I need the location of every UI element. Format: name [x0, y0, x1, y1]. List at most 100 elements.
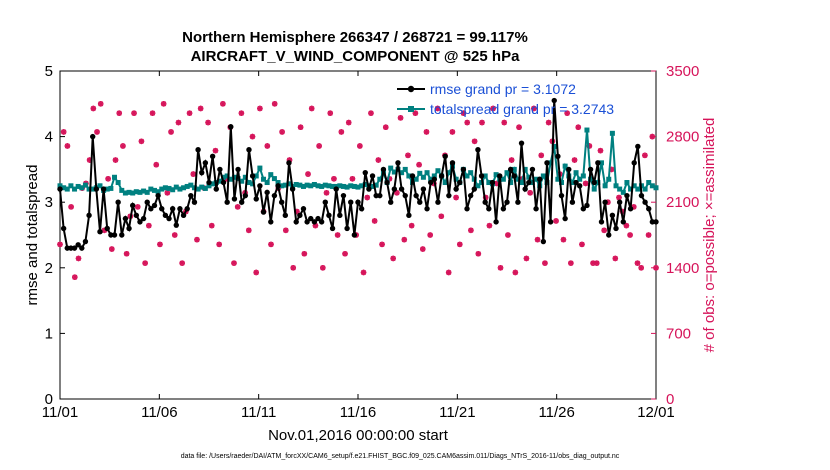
totalspread-point [75, 183, 81, 189]
obs-assimilated-marker [297, 124, 304, 131]
totalspread-point [435, 168, 441, 174]
obs-assimilated-marker [97, 101, 104, 107]
obs-assimilated-marker [338, 129, 345, 135]
totalspread-point [61, 185, 67, 191]
rmse-point [595, 160, 601, 166]
totalspread-point [206, 183, 212, 189]
totalspread-point [500, 176, 506, 182]
obs-assimilated-marker [149, 110, 156, 116]
obs-assimilated-marker [379, 241, 385, 248]
obs-assimilated-marker [523, 255, 530, 262]
rmse-point [137, 219, 143, 225]
totalspread-point [344, 184, 350, 190]
rmse-point [151, 202, 158, 209]
totalspread-point [257, 165, 263, 171]
right-y-tick-label: 2100 [666, 194, 699, 211]
rmse-point [569, 199, 576, 205]
totalspread-point [584, 127, 590, 133]
totalspread-point [144, 189, 150, 195]
obs-assimilated-marker [238, 110, 245, 116]
totalspread-point [533, 176, 539, 182]
obs-assimilated-marker [60, 129, 67, 135]
rmse-point [627, 206, 634, 212]
obs-assimilated-marker [527, 190, 533, 196]
totalspread-point [177, 186, 183, 192]
totalspread-point [155, 189, 161, 195]
totalspread-point [115, 180, 121, 186]
totalspread-point [311, 181, 317, 187]
obs-assimilated-marker [471, 138, 478, 145]
rmse-point [453, 186, 459, 192]
rmse-point [93, 186, 100, 192]
totalspread-point [377, 176, 383, 182]
rmse-point [587, 166, 594, 173]
plot-area: 11/01 11/06 11/11 11/16 11/21 11/26 12/01 0 1 2 3… [42, 63, 700, 421]
obs-assimilated-marker [531, 105, 537, 112]
obs-assimilated-marker [301, 250, 308, 257]
rmse-point [446, 192, 452, 199]
rmse-point [133, 212, 140, 219]
totalspread-point [646, 180, 652, 186]
rmse-point [635, 143, 641, 150]
rmse-point [119, 232, 125, 238]
totalspread-point [406, 173, 412, 179]
rmse-point [475, 147, 481, 153]
rmse-point [540, 238, 547, 245]
totalspread-point [133, 189, 139, 195]
totalspread-point [475, 183, 481, 189]
totalspread-point [228, 176, 234, 182]
rmse-point [638, 192, 645, 199]
obs-assimilated-marker [449, 129, 456, 135]
obs-assimilated-marker [171, 232, 178, 238]
obs-assimilated-marker [619, 208, 626, 215]
obs-assimilated-marker [90, 105, 97, 112]
obs-assimilated-marker [575, 124, 582, 131]
left-y-tick-label: 4 [45, 129, 53, 146]
totalspread-point [188, 182, 194, 188]
obs-assimilated-marker [623, 222, 630, 229]
obs-assimilated-marker [571, 157, 578, 163]
right-y-tick-label: 700 [666, 325, 691, 342]
rmse-point [562, 215, 568, 222]
rmse-point [431, 176, 438, 182]
rmse-point [355, 199, 361, 205]
rmse-point [264, 189, 270, 196]
obs-assimilated-marker [249, 133, 256, 140]
obs-assimilated-marker [605, 199, 611, 205]
totalspread-point [442, 180, 448, 186]
rmse-point [624, 192, 630, 199]
obs-assimilated-marker [308, 105, 315, 112]
totalspread-point [402, 166, 408, 172]
obs-assimilated-marker [553, 218, 559, 224]
obs-assimilated-marker [112, 157, 119, 163]
rmse-point [188, 192, 194, 199]
obs-assimilated-marker [494, 180, 500, 187]
rmse-points [57, 97, 659, 251]
totalspread-point [355, 184, 361, 190]
totalspread-point [231, 174, 237, 180]
obs-assimilated-marker [245, 227, 252, 234]
totalspread-point [72, 186, 78, 192]
rmse-point [558, 192, 565, 199]
rmse-point [631, 160, 637, 166]
x-axis-ticks: 11/01 11/06 11/11 11/16 11/21 11/26 12/01 [42, 71, 675, 421]
obs-assimilated-marker [86, 157, 93, 163]
rmse-point [366, 186, 372, 192]
obs-assimilated-marker [153, 161, 160, 168]
obs-assimilated-marker [146, 222, 152, 229]
rmse-point [329, 225, 336, 232]
rmse-point [613, 225, 619, 232]
totalspread-point [468, 170, 474, 176]
obs-assimilated-marker [486, 222, 493, 229]
rmse-point [576, 183, 583, 189]
legend-totalspread-marker [408, 106, 414, 112]
obs-assimilated-marker [375, 157, 382, 163]
obs-assimilated-marker [342, 250, 348, 257]
rmse-point [282, 212, 289, 219]
totalspread-point [104, 186, 110, 192]
rmse-point [90, 133, 96, 140]
obs-assimilated-marker [75, 255, 82, 262]
totalspread-point [199, 184, 205, 190]
rmse-point [402, 192, 408, 199]
rmse-point [239, 199, 245, 205]
